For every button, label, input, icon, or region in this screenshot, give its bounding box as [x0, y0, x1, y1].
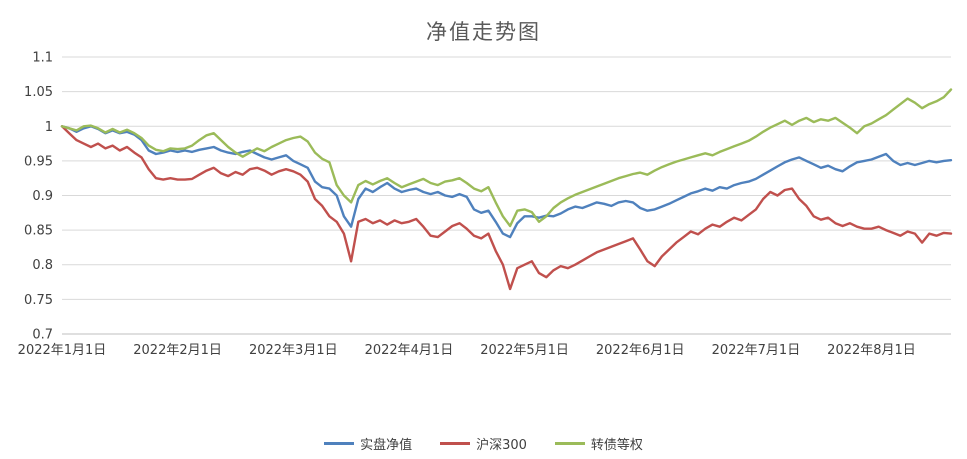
series-line-0 [60, 125, 953, 239]
y-tick-label: 0.8 [32, 258, 53, 273]
series-line-1 [60, 125, 953, 291]
legend-line-swatch [440, 442, 471, 445]
legend-label: 实盘净值 [360, 438, 413, 453]
series-line-2 [60, 88, 953, 228]
legend-item-convertible-equal-weight: 转债等权 [554, 434, 643, 453]
x-tick-label: 2022年2月1日 [133, 343, 222, 358]
x-tick-label: 2022年4月1日 [365, 343, 454, 358]
x-tick-label: 2022年3月1日 [249, 343, 338, 358]
y-tick-label: 0.75 [24, 293, 53, 308]
legend-line-swatch [324, 442, 355, 445]
y-tick-label: 1.1 [32, 51, 53, 66]
legend-label: 沪深300 [476, 438, 527, 453]
legend-line-swatch [554, 442, 585, 445]
y-tick-label: 0.9 [32, 189, 53, 204]
x-tick-label: 2022年6月1日 [596, 343, 685, 358]
legend-item-actual-net-value: 实盘净值 [324, 434, 412, 453]
chart-legend: 实盘净值 沪深300 转债等权 [0, 434, 967, 453]
y-tick-label: 0.7 [32, 328, 53, 343]
chart-title: 净值走势图 [426, 20, 541, 44]
y-tick-label: 0.95 [24, 154, 53, 169]
x-tick-label: 2022年5月1日 [480, 343, 569, 358]
x-tick-label: 2022年1月1日 [18, 343, 107, 358]
y-tick-label: 1 [45, 120, 53, 135]
y-tick-label: 1.05 [24, 85, 53, 100]
x-tick-label: 2022年8月1日 [827, 343, 916, 358]
legend-item-csi300: 沪深300 [440, 434, 527, 453]
x-tick-label: 2022年7月1日 [712, 343, 801, 358]
y-tick-label: 0.85 [24, 224, 53, 239]
legend-label: 转债等权 [590, 438, 643, 453]
